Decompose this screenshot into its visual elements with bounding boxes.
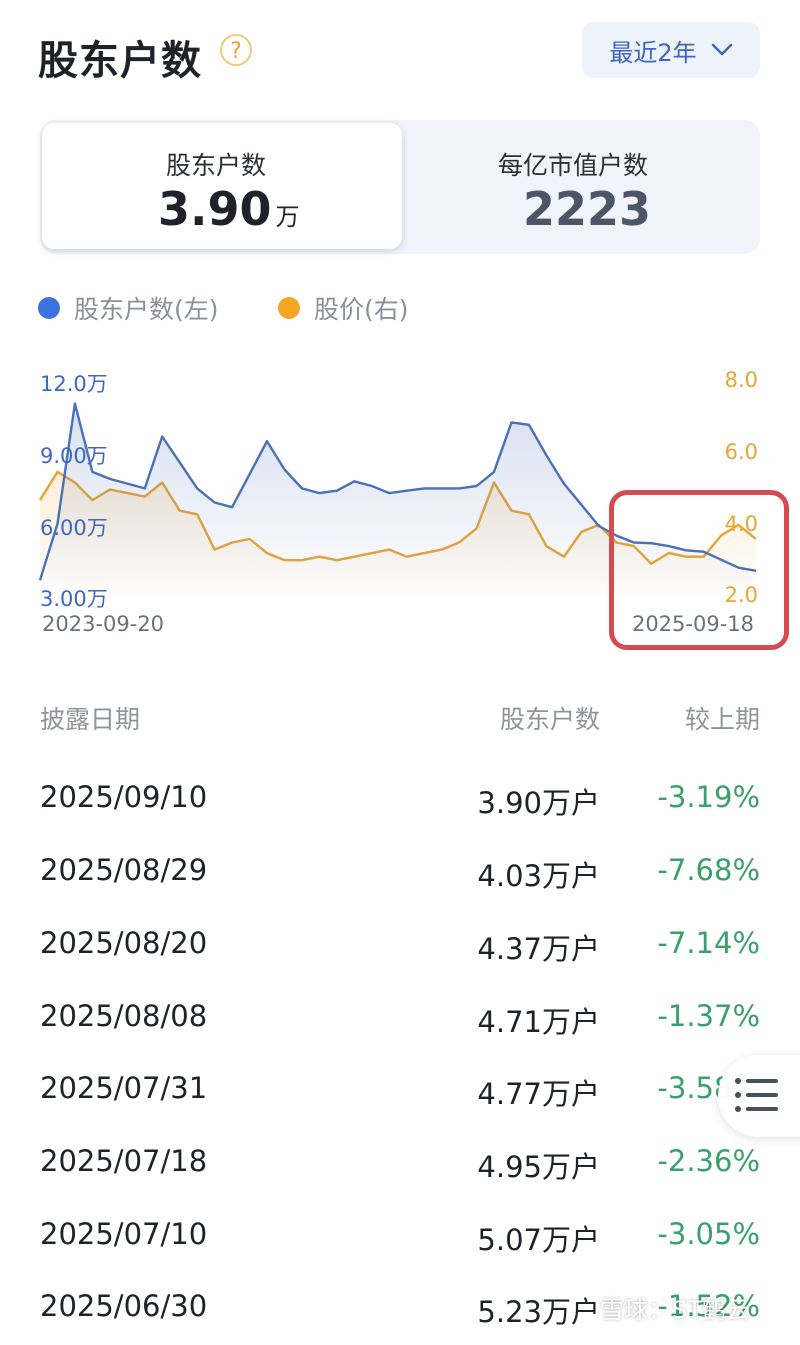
card-holder-count-value: 3.90 万 <box>158 182 300 236</box>
chevron-down-icon <box>711 43 732 56</box>
row-count: 4.95万户 <box>477 1150 600 1184</box>
card-per-billion-label: 每亿市值户数 <box>498 151 649 180</box>
table-row[interactable]: 2025/08/08 4.71万户 -1.37% <box>40 999 760 1049</box>
left-axis-tick: 12.0万 <box>40 372 108 396</box>
legend-holders-label: 股东户数(左) <box>74 295 219 324</box>
left-axis-tick: 3.00万 <box>40 587 108 611</box>
list-menu-icon <box>735 1078 778 1112</box>
row-count: 5.07万户 <box>477 1223 600 1257</box>
left-axis-tick: 6.00万 <box>40 516 108 540</box>
table-row[interactable]: 2025/07/31 4.77万户 -3.58% <box>40 1071 760 1121</box>
series-line-0 <box>38 402 757 581</box>
table-row[interactable]: 2025/07/10 5.07万户 -3.05% <box>40 1217 760 1267</box>
table-header: 披露日期 股东户数 较上期 <box>40 700 760 736</box>
legend-price-label: 股价(右) <box>314 295 409 324</box>
legend-dot-blue <box>38 297 60 319</box>
row-change: -3.05% <box>657 1217 760 1251</box>
table-row[interactable]: 2025/09/10 3.90万户 -3.19% <box>40 780 760 830</box>
right-axis-tick: 8.0 <box>724 368 758 392</box>
card-holder-count-unit: 万 <box>275 203 300 231</box>
highlight-box <box>609 490 789 650</box>
watermark: 雪球：ST鹤云 <box>600 1290 750 1325</box>
floating-menu-button[interactable] <box>718 1055 800 1137</box>
legend-holders: 股东户数(左) <box>38 290 219 326</box>
help-icon[interactable]: ? <box>220 34 252 66</box>
header-change: 较上期 <box>684 705 760 734</box>
series-area-0 <box>40 403 756 602</box>
period-label: 最近2年 <box>609 38 697 67</box>
x-axis-end-date: 2025-09-18 <box>631 612 754 636</box>
period-selector[interactable]: 最近2年 <box>582 22 760 78</box>
card-holder-count[interactable] <box>42 123 402 249</box>
row-count: 4.77万户 <box>477 1077 600 1111</box>
row-date: 2025/06/30 <box>40 1289 208 1323</box>
x-axis-start-date: 2023-09-20 <box>42 612 165 636</box>
row-change: -1.37% <box>657 999 760 1033</box>
legend-dot-orange <box>278 297 300 319</box>
table-row[interactable]: 2025/06/30 5.23万户 -1.52% <box>40 1289 760 1339</box>
header-date: 披露日期 <box>40 705 141 734</box>
row-change: -1.52% <box>657 1289 760 1323</box>
row-count: 5.23万户 <box>477 1295 600 1329</box>
row-date: 2025/08/29 <box>40 853 208 887</box>
header-count: 股东户数 <box>499 705 600 734</box>
page-title: 股东户数 <box>38 38 202 84</box>
card-holder-count-label: 股东户数 <box>166 151 267 180</box>
card-per-billion-value: 2223 <box>523 182 652 236</box>
right-axis-tick: 2.0 <box>724 583 758 607</box>
legend-price: 股价(右) <box>278 290 409 326</box>
row-date: 2025/07/10 <box>40 1217 208 1251</box>
row-date: 2025/07/31 <box>40 1071 208 1105</box>
holders-price-chart[interactable] <box>0 360 800 640</box>
row-date: 2025/07/18 <box>40 1144 208 1178</box>
row-date: 2025/09/10 <box>40 780 208 814</box>
row-date: 2025/08/08 <box>40 999 208 1033</box>
row-change: -7.68% <box>657 853 760 887</box>
row-change: -7.14% <box>657 926 760 960</box>
row-count: 4.37万户 <box>477 932 600 966</box>
row-date: 2025/08/20 <box>40 926 208 960</box>
right-axis-tick: 4.0 <box>724 512 758 536</box>
left-axis-tick: 9.00万 <box>40 444 108 468</box>
table-row[interactable]: 2025/07/18 4.95万户 -2.36% <box>40 1144 760 1194</box>
watermark-text: 雪球：ST鹤云 <box>600 1296 750 1324</box>
right-axis-tick: 6.0 <box>724 440 758 464</box>
row-change: -2.36% <box>657 1144 760 1178</box>
table-row[interactable]: 2025/08/20 4.37万户 -7.14% <box>40 926 760 976</box>
table-row[interactable]: 2025/08/29 4.03万户 -7.68% <box>40 853 760 903</box>
row-count: 4.71万户 <box>477 1005 600 1039</box>
row-change: -3.19% <box>657 780 760 814</box>
row-count: 3.90万户 <box>477 786 600 820</box>
row-count: 4.03万户 <box>477 859 600 893</box>
